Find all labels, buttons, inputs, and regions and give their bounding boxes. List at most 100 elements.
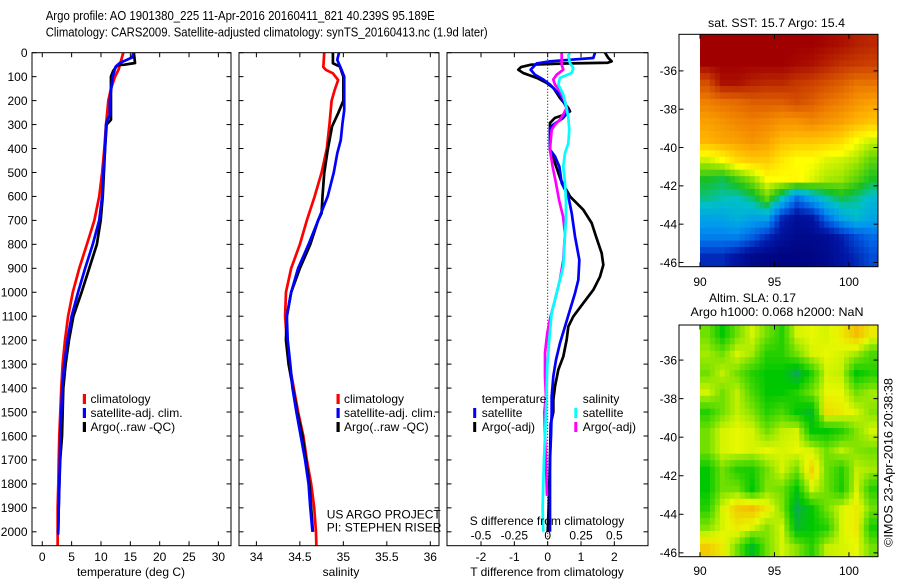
heatmap-cell bbox=[819, 66, 825, 74]
heatmap-cell bbox=[764, 195, 771, 203]
heatmap-cell bbox=[784, 34, 790, 42]
heatmap-cell bbox=[873, 253, 878, 261]
heatmap-cell bbox=[824, 150, 830, 158]
heatmap-cell bbox=[744, 40, 751, 48]
heatmap-cell bbox=[734, 453, 741, 461]
heatmap-cell bbox=[784, 447, 790, 455]
heatmap-cell bbox=[734, 550, 741, 557]
heatmap-cell bbox=[853, 34, 860, 42]
heatmap-cell bbox=[764, 498, 771, 506]
heatmap-cell bbox=[814, 195, 820, 203]
heatmap-cell bbox=[819, 131, 825, 139]
heatmap-cell bbox=[799, 382, 805, 390]
heatmap-cell bbox=[839, 453, 845, 461]
heatmap-cell bbox=[719, 363, 726, 371]
heatmap-cell bbox=[804, 402, 810, 410]
heatmap-cell bbox=[799, 53, 805, 61]
heatmap-cell bbox=[704, 227, 711, 235]
heatmap-cell bbox=[858, 530, 865, 538]
heatmap-cell bbox=[719, 498, 726, 506]
heatmap-cell bbox=[754, 350, 761, 358]
heatmap-cell bbox=[839, 253, 845, 261]
heatmap-cell bbox=[734, 208, 741, 216]
heatmap-cell bbox=[744, 518, 751, 526]
heatmap-cell bbox=[719, 434, 726, 442]
heatmap-cell bbox=[759, 427, 766, 435]
heatmap-cell bbox=[873, 34, 878, 42]
heatmap-cell bbox=[824, 47, 830, 55]
heatmap-cell bbox=[764, 189, 771, 196]
heatmap-cell bbox=[734, 137, 741, 145]
heatmap-cell bbox=[789, 505, 795, 513]
heatmap-cell bbox=[868, 208, 875, 216]
heatmap-cell bbox=[858, 234, 865, 242]
heatmap-cell bbox=[789, 195, 795, 203]
heatmap-cell bbox=[704, 350, 711, 358]
heatmap-cell bbox=[714, 511, 721, 519]
heatmap-cell bbox=[714, 447, 721, 455]
heatmap-cell bbox=[829, 221, 835, 229]
heatmap-cell bbox=[754, 473, 761, 480]
heatmap-cell bbox=[769, 363, 775, 371]
heatmap-cell bbox=[799, 350, 805, 358]
heatmap-cell bbox=[804, 176, 810, 184]
heatmap-cell bbox=[809, 498, 815, 506]
heatmap-cell bbox=[724, 363, 731, 371]
heatmap-cell bbox=[868, 86, 875, 93]
heatmap-cell bbox=[714, 350, 721, 358]
heatmap-cell bbox=[868, 214, 875, 222]
heatmap-cell bbox=[754, 131, 761, 139]
heatmap-cell bbox=[868, 124, 875, 132]
heatmap-cell bbox=[764, 182, 771, 190]
heatmap-cell bbox=[843, 124, 850, 132]
heatmap-cell bbox=[734, 376, 741, 384]
heatmap-cell bbox=[863, 189, 870, 196]
heatmap-cell bbox=[754, 253, 761, 261]
x-tick-label: 25 bbox=[182, 550, 196, 564]
heatmap-cell bbox=[814, 357, 820, 365]
heatmap-cell bbox=[754, 214, 761, 222]
heatmap-cell bbox=[709, 47, 716, 55]
heatmap-cell bbox=[704, 92, 711, 100]
heatmap-cell bbox=[848, 118, 855, 126]
heatmap-cell bbox=[700, 395, 706, 403]
heatmap-cell bbox=[749, 479, 756, 487]
heatmap-cell bbox=[769, 415, 775, 423]
heatmap-cell bbox=[739, 47, 746, 55]
heatmap-cell bbox=[700, 408, 706, 416]
heatmap-cell bbox=[858, 105, 865, 113]
temperature-legend: climatology satellite-adj. clim. Argo(..… bbox=[82, 392, 183, 434]
heatmap-cell bbox=[868, 331, 875, 339]
heatmap-cell bbox=[853, 550, 860, 557]
heatmap-cell bbox=[749, 402, 756, 410]
heatmap-cell bbox=[764, 402, 771, 410]
heatmap-cell bbox=[749, 473, 756, 480]
heatmap-cell bbox=[858, 195, 865, 203]
heatmap-cell bbox=[824, 79, 830, 87]
heatmap-cell bbox=[759, 415, 766, 423]
heatmap-cell bbox=[873, 118, 878, 126]
heatmap-cell bbox=[868, 247, 875, 254]
legend-label-salinity-satellite: satellite bbox=[583, 406, 624, 420]
heatmap-cell bbox=[819, 434, 825, 442]
heatmap-cell bbox=[724, 86, 731, 93]
heatmap-cell bbox=[843, 325, 850, 332]
heatmap-cell bbox=[719, 370, 726, 377]
heatmap-cell bbox=[868, 60, 875, 68]
heatmap-cell bbox=[729, 60, 736, 68]
heatmap-cell bbox=[794, 66, 800, 74]
heatmap-cell bbox=[858, 376, 865, 384]
heatmap-cell bbox=[709, 537, 716, 545]
y-tick-label: 1500 bbox=[1, 405, 28, 419]
lon-tick-label: 100 bbox=[839, 564, 859, 578]
heatmap-cell bbox=[724, 460, 731, 468]
heatmap-cell bbox=[739, 453, 746, 461]
y-tick-label: 1300 bbox=[1, 357, 28, 371]
heatmap-cell bbox=[779, 111, 785, 119]
heatmap-cell bbox=[848, 40, 855, 48]
heatmap-cell bbox=[709, 331, 716, 339]
y-tick-label: 200 bbox=[7, 94, 27, 108]
heatmap-cell bbox=[848, 479, 855, 487]
heatmap-cell bbox=[719, 234, 726, 242]
heatmap-cell bbox=[858, 402, 865, 410]
